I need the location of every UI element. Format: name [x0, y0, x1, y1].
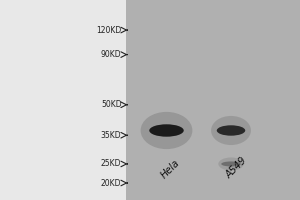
Text: Hela: Hela — [159, 157, 182, 180]
Text: 35KD: 35KD — [101, 131, 122, 140]
Ellipse shape — [221, 161, 241, 166]
Ellipse shape — [211, 116, 251, 145]
Bar — [126, 0, 300, 200]
Text: 50KD: 50KD — [101, 100, 122, 109]
Text: 90KD: 90KD — [101, 50, 122, 59]
Ellipse shape — [218, 157, 244, 170]
Text: 20KD: 20KD — [101, 179, 122, 188]
Ellipse shape — [217, 125, 245, 136]
Ellipse shape — [149, 124, 184, 137]
Text: 25KD: 25KD — [101, 159, 122, 168]
Ellipse shape — [141, 112, 192, 149]
Text: 120KD: 120KD — [96, 26, 122, 35]
Text: A549: A549 — [224, 155, 249, 180]
